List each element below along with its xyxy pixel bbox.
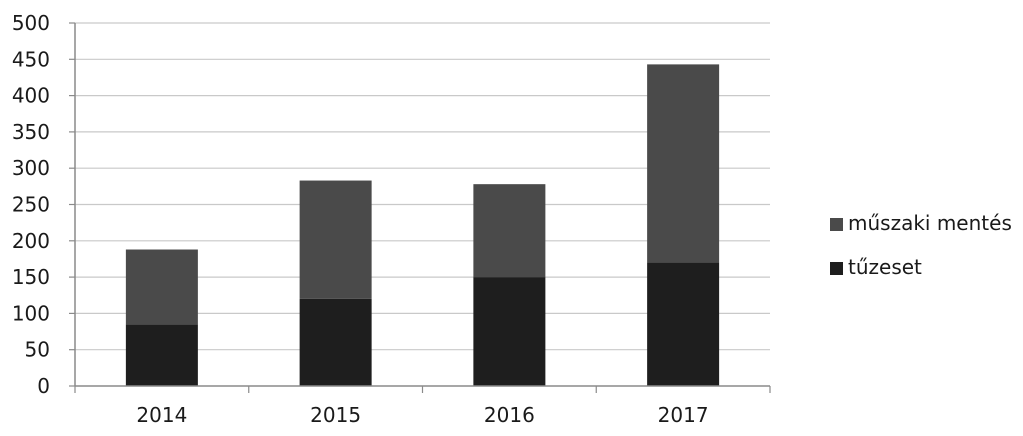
y-tick-label: 300 <box>12 156 50 180</box>
bar-segment-muszaki-mentes <box>473 184 546 278</box>
axes <box>69 22 771 393</box>
y-tick-label: 400 <box>12 84 50 108</box>
bar-segment-muszaki-mentes <box>125 249 198 325</box>
y-tick-label: 250 <box>12 193 50 217</box>
bar-segment-tuzeset <box>299 298 372 386</box>
bar-segment-tuzeset <box>125 324 198 386</box>
bars <box>125 64 720 386</box>
y-tick-label: 50 <box>25 338 50 362</box>
y-tick-label: 0 <box>37 374 50 398</box>
y-tick-label: 150 <box>12 265 50 289</box>
y-tick-label: 100 <box>12 301 50 325</box>
y-tick-label: 500 <box>12 11 50 35</box>
bar-segment-muszaki-mentes <box>647 64 720 263</box>
legend-swatch <box>830 218 843 231</box>
y-tick-label: 450 <box>12 47 50 71</box>
x-tick-label: 2016 <box>484 403 535 427</box>
y-tick-label: 350 <box>12 120 50 144</box>
y-axis-tick-labels: 0 50 100 150 200 250 300 350 400 450 500 <box>12 11 50 398</box>
legend-label: tűzeset <box>848 255 922 279</box>
x-tick-label: 2014 <box>136 403 187 427</box>
legend-swatch <box>830 262 843 275</box>
x-axis-tick-labels: 2014 2015 2016 2017 <box>136 403 708 427</box>
bar-segment-muszaki-mentes <box>299 180 372 299</box>
x-tick-label: 2017 <box>658 403 709 427</box>
y-tick-label: 200 <box>12 229 50 253</box>
bar-segment-tuzeset <box>473 277 546 386</box>
legend: műszaki mentés tűzeset <box>830 211 1012 279</box>
legend-label: műszaki mentés <box>848 211 1012 235</box>
bar-segment-tuzeset <box>647 262 720 386</box>
x-tick-label: 2015 <box>310 403 361 427</box>
